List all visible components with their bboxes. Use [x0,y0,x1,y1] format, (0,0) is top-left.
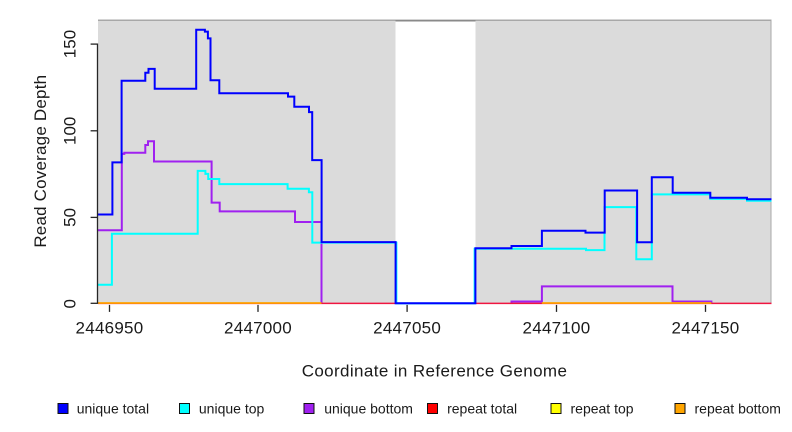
svg-text:2447000: 2447000 [224,319,292,338]
svg-text:2447150: 2447150 [672,319,740,338]
svg-text:2446950: 2446950 [76,319,144,338]
svg-text:50: 50 [60,208,79,227]
svg-text:unique total: unique total [77,400,149,416]
svg-text:Read Coverage Depth: Read Coverage Depth [31,75,50,248]
svg-text:0: 0 [60,299,79,308]
svg-text:unique top: unique top [199,400,265,416]
svg-text:Coordinate in Reference Genome: Coordinate in Reference Genome [302,362,568,381]
svg-text:150: 150 [60,30,79,58]
svg-text:unique bottom: unique bottom [324,400,413,416]
svg-text:2447050: 2447050 [373,319,441,338]
svg-text:repeat top: repeat top [571,400,634,416]
svg-text:repeat total: repeat total [447,400,517,416]
svg-text:2447100: 2447100 [523,319,591,338]
svg-text:100: 100 [60,117,79,145]
svg-text:repeat bottom: repeat bottom [695,400,781,416]
